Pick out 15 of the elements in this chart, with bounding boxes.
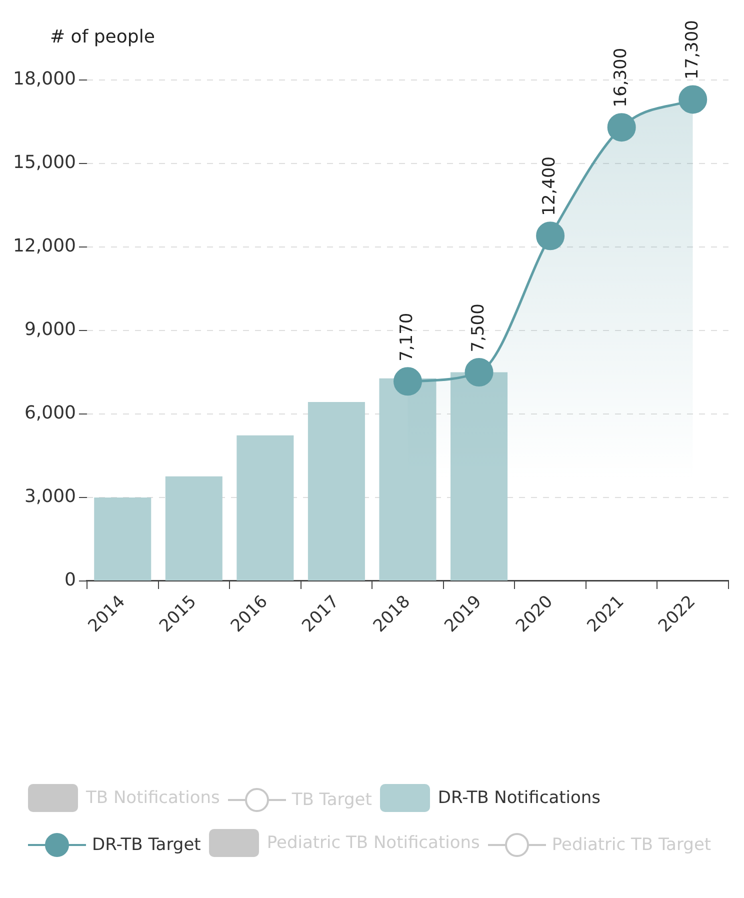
y-tick-label: 15,000 [13, 152, 76, 174]
y-tick-label: 12,000 [13, 236, 76, 257]
data-label: 16,300 [611, 48, 631, 108]
y-axis-title: # of people [50, 26, 155, 48]
y-tick-label: 18,000 [13, 68, 76, 90]
data-label: 7,170 [397, 312, 418, 362]
legend-label: DR-TB Notifications [438, 787, 601, 810]
legend-label: DR-TB Target [92, 834, 201, 857]
y-tick-label: 9,000 [24, 319, 76, 340]
y-tick-label: 3,000 [24, 486, 76, 508]
data-label: 7,500 [468, 304, 488, 352]
data-label: 17,300 [682, 20, 702, 80]
y-tick-label: 0 [64, 570, 76, 591]
data-label: 12,400 [540, 156, 560, 216]
y-tick-label: 6,000 [24, 402, 76, 424]
